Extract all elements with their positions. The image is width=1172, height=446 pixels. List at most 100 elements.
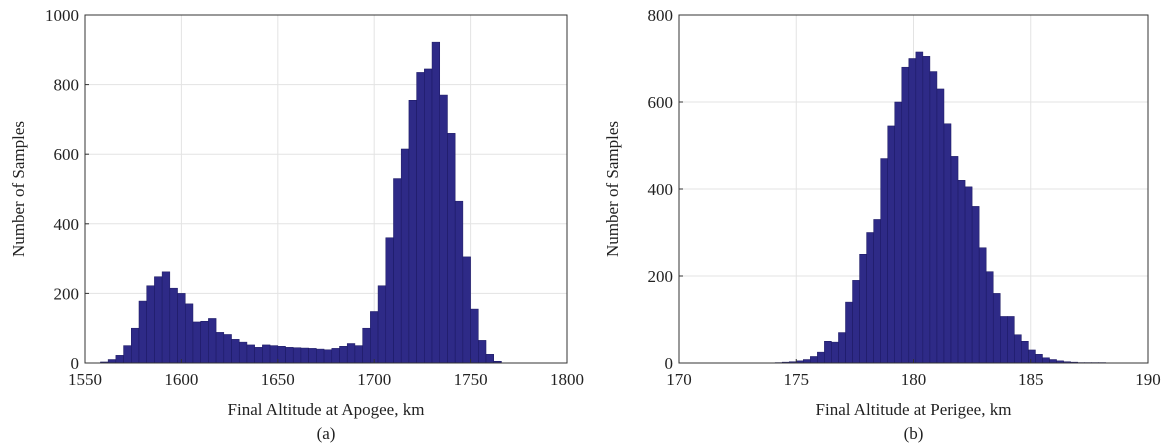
histogram-bar bbox=[416, 72, 425, 364]
y-axis-label: Number of Samples bbox=[9, 121, 28, 257]
histogram-bar bbox=[866, 232, 874, 364]
x-tick-label: 180 bbox=[901, 370, 927, 389]
histogram-bar bbox=[992, 293, 1001, 364]
histogram-bar bbox=[908, 58, 917, 364]
histogram-bar bbox=[285, 347, 294, 364]
x-tick-label: 185 bbox=[1018, 370, 1044, 389]
histogram-bar bbox=[950, 156, 959, 364]
x-tick-label: 1650 bbox=[261, 370, 295, 389]
histogram-bar bbox=[915, 51, 924, 364]
histogram-bar bbox=[838, 332, 846, 364]
histogram-bar bbox=[354, 345, 363, 364]
histogram-bar bbox=[1021, 341, 1029, 364]
histogram-bar bbox=[123, 345, 132, 364]
histogram-bar bbox=[929, 71, 938, 364]
histogram-bar bbox=[169, 287, 178, 364]
panel-caption: (a) bbox=[317, 424, 336, 443]
panel-caption: (b) bbox=[904, 424, 924, 443]
histogram-bar bbox=[887, 125, 895, 364]
histogram-bar bbox=[269, 345, 279, 364]
x-axis-label: Final Altitude at Perigee, km bbox=[816, 400, 1012, 419]
histogram-bar bbox=[308, 348, 317, 364]
histogram-bar bbox=[377, 285, 387, 364]
histogram-bar bbox=[478, 340, 487, 364]
histogram-bar bbox=[439, 94, 448, 364]
histogram-bar bbox=[803, 359, 811, 364]
histogram-bar bbox=[131, 327, 140, 364]
histogram-bar bbox=[362, 327, 371, 364]
histogram-bar bbox=[424, 68, 433, 364]
histogram-bar bbox=[1007, 316, 1015, 364]
histogram-bar bbox=[185, 303, 194, 364]
histogram-bar bbox=[831, 341, 839, 364]
histogram-bar bbox=[901, 66, 910, 364]
y-tick-label: 0 bbox=[665, 354, 674, 373]
y-tick-label: 0 bbox=[71, 354, 80, 373]
x-tick-label: 190 bbox=[1135, 370, 1161, 389]
y-axis-label: Number of Samples bbox=[603, 121, 622, 257]
histogram-bar bbox=[177, 293, 186, 364]
histogram-bar bbox=[231, 339, 240, 364]
x-tick-label: 1800 bbox=[550, 370, 584, 389]
histogram-bar bbox=[817, 351, 825, 364]
histogram-bar bbox=[1035, 354, 1043, 364]
y-tick-label: 1000 bbox=[45, 6, 79, 25]
histogram-bar bbox=[1042, 357, 1050, 364]
histogram-bar bbox=[936, 88, 945, 364]
x-tick-label: 1750 bbox=[454, 370, 488, 389]
histogram-bar bbox=[408, 100, 417, 364]
y-tick-label: 600 bbox=[648, 93, 674, 112]
chart-panel-b: 170 175 180 185 190 0 200 400 600 800 Final Altitu… bbox=[603, 6, 1161, 443]
y-tick-label: 200 bbox=[54, 284, 80, 303]
histogram-bar bbox=[470, 308, 479, 364]
histogram-bar bbox=[964, 186, 973, 364]
y-tick-label: 400 bbox=[648, 180, 674, 199]
histogram-bar bbox=[943, 123, 952, 364]
histogram-bar bbox=[894, 101, 903, 364]
histogram-bar bbox=[107, 359, 117, 364]
histogram-bar bbox=[393, 178, 402, 364]
histogram-bar bbox=[192, 321, 201, 364]
histogram-bar bbox=[400, 148, 410, 364]
histogram-bar bbox=[146, 285, 155, 364]
histogram-bar bbox=[370, 311, 379, 364]
y-tick-label: 800 bbox=[648, 6, 674, 25]
histogram-bar bbox=[292, 347, 302, 364]
histogram-bar bbox=[880, 158, 888, 364]
histogram-bar bbox=[331, 348, 340, 364]
histogram-bar bbox=[1014, 334, 1022, 364]
histogram-bar bbox=[246, 344, 255, 364]
histogram-bar bbox=[208, 318, 217, 364]
histogram-bar bbox=[161, 271, 171, 364]
histogram-bar bbox=[339, 346, 348, 364]
x-tick-label: 1600 bbox=[164, 370, 198, 389]
histogram-bar bbox=[154, 276, 163, 364]
histogram-bar bbox=[957, 180, 966, 364]
x-tick-label: 1700 bbox=[357, 370, 391, 389]
histogram-bar bbox=[1049, 359, 1057, 364]
y-tick-label: 400 bbox=[54, 215, 80, 234]
histogram-bar bbox=[215, 332, 225, 364]
histogram-bar bbox=[346, 343, 356, 364]
histogram-bar bbox=[316, 348, 325, 364]
histogram-bar bbox=[485, 354, 494, 364]
histogram-bar bbox=[824, 341, 832, 364]
histogram-bar bbox=[859, 254, 867, 364]
x-tick-label: 175 bbox=[784, 370, 810, 389]
histogram-bar bbox=[985, 271, 994, 364]
histogram-bar bbox=[447, 133, 456, 364]
histogram-bar bbox=[115, 355, 124, 364]
histogram-bar bbox=[845, 301, 853, 364]
x-axis-label: Final Altitude at Apogee, km bbox=[228, 400, 425, 419]
histogram-bar bbox=[922, 56, 931, 364]
histogram-bar bbox=[385, 237, 394, 364]
histogram-bar bbox=[1028, 349, 1036, 364]
histogram-bar bbox=[1000, 316, 1008, 364]
histogram-bar bbox=[462, 256, 471, 364]
histogram-bar bbox=[454, 200, 464, 364]
histogram-bar bbox=[852, 280, 860, 364]
histogram-bar bbox=[300, 347, 309, 364]
histogram-bar bbox=[873, 219, 881, 364]
